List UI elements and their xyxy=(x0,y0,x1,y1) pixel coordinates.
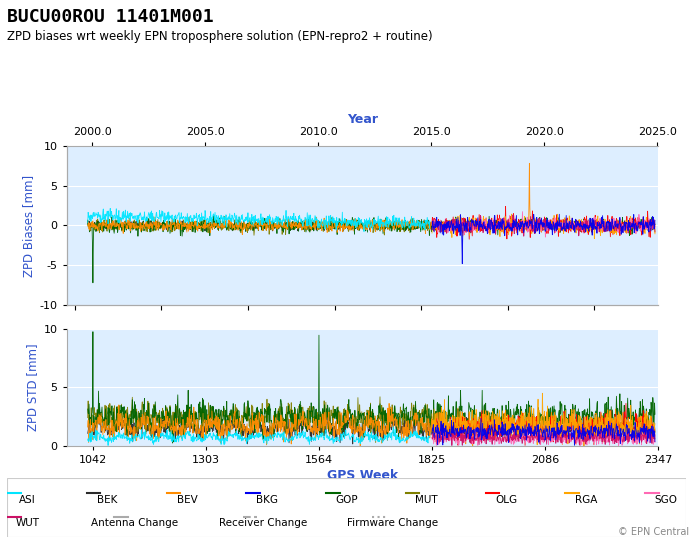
X-axis label: Year: Year xyxy=(346,113,378,126)
X-axis label: GPS Week: GPS Week xyxy=(327,469,398,482)
Text: ASI: ASI xyxy=(19,495,36,504)
Text: © EPN Central: © EPN Central xyxy=(618,527,690,537)
Text: Antenna Change: Antenna Change xyxy=(91,518,178,528)
Text: WUT: WUT xyxy=(15,518,39,528)
Text: MUT: MUT xyxy=(415,495,438,504)
Text: RGA: RGA xyxy=(575,495,597,504)
Text: ZPD biases wrt weekly EPN troposphere solution (EPN-repro2 + routine): ZPD biases wrt weekly EPN troposphere so… xyxy=(7,30,433,43)
Text: BEV: BEV xyxy=(176,495,197,504)
Text: BUCU00ROU 11401M001: BUCU00ROU 11401M001 xyxy=(7,8,214,26)
Y-axis label: ZPD STD [mm]: ZPD STD [mm] xyxy=(27,343,39,431)
Text: SGO: SGO xyxy=(654,495,677,504)
Y-axis label: ZPD Biases [mm]: ZPD Biases [mm] xyxy=(22,174,35,276)
Text: BEK: BEK xyxy=(97,495,118,504)
Text: Firmware Change: Firmware Change xyxy=(346,518,438,528)
Text: OLG: OLG xyxy=(495,495,517,504)
Text: Receiver Change: Receiver Change xyxy=(219,518,307,528)
Text: GOP: GOP xyxy=(335,495,358,504)
Text: BKG: BKG xyxy=(256,495,278,504)
